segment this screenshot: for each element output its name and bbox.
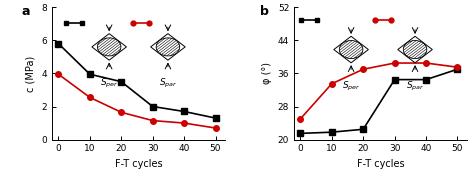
Y-axis label: c (MPa): c (MPa) <box>26 55 36 91</box>
Text: $S_{per}$: $S_{per}$ <box>342 80 360 93</box>
Text: b: b <box>260 4 268 18</box>
Circle shape <box>339 40 363 59</box>
Circle shape <box>98 38 121 56</box>
Text: $S_{par}$: $S_{par}$ <box>159 77 177 90</box>
Circle shape <box>156 38 180 56</box>
X-axis label: F-T cycles: F-T cycles <box>115 159 163 169</box>
Y-axis label: φ (°): φ (°) <box>262 62 272 84</box>
Circle shape <box>403 40 427 59</box>
X-axis label: F-T cycles: F-T cycles <box>356 159 404 169</box>
Text: a: a <box>21 4 29 18</box>
Text: $S_{per}$: $S_{per}$ <box>100 77 118 90</box>
Text: $S_{par}$: $S_{par}$ <box>406 80 424 93</box>
